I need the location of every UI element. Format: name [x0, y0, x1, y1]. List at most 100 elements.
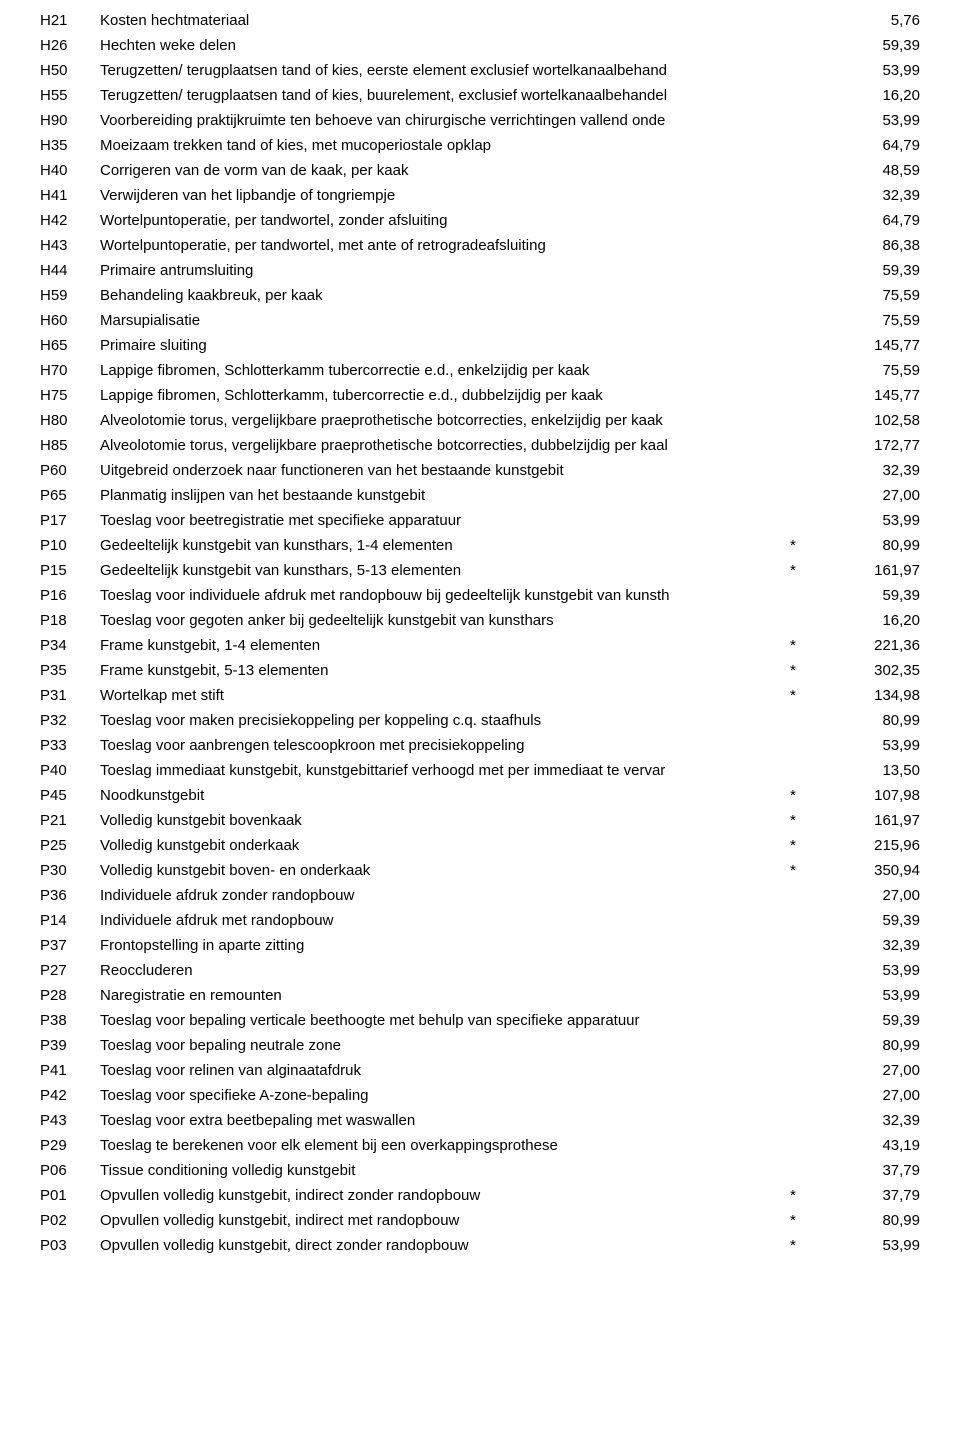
description-cell: Lappige fibromen, Schlotterkamm, tuberco… — [100, 387, 790, 404]
price-cell: 80,99 — [850, 1037, 920, 1054]
price-row: P17Toeslag voor beetregistratie met spec… — [40, 508, 920, 533]
code-cell: H26 — [40, 37, 100, 54]
description-cell: Wortelpuntoperatie, per tandwortel, met … — [100, 237, 790, 254]
price-row: P25Volledig kunstgebit onderkaak*215,96 — [40, 833, 920, 858]
code-cell: P10 — [40, 537, 100, 554]
price-row: P35Frame kunstgebit, 5-13 elementen*302,… — [40, 658, 920, 683]
code-cell: H80 — [40, 412, 100, 429]
star-cell: * — [790, 787, 850, 804]
price-cell: 172,77 — [850, 437, 920, 454]
code-cell: P21 — [40, 812, 100, 829]
price-cell: 59,39 — [850, 1012, 920, 1029]
description-cell: Wortelpuntoperatie, per tandwortel, zond… — [100, 212, 790, 229]
description-cell: Gedeeltelijk kunstgebit van kunsthars, 1… — [100, 537, 790, 554]
price-row: P01Opvullen volledig kunstgebit, indirec… — [40, 1183, 920, 1208]
description-cell: Reoccluderen — [100, 962, 790, 979]
price-row: H65Primaire sluiting145,77 — [40, 333, 920, 358]
description-cell: Planmatig inslijpen van het bestaande ku… — [100, 487, 790, 504]
price-row: H75Lappige fibromen, Schlotterkamm, tube… — [40, 383, 920, 408]
code-cell: P38 — [40, 1012, 100, 1029]
code-cell: P32 — [40, 712, 100, 729]
code-cell: P03 — [40, 1237, 100, 1254]
code-cell: H60 — [40, 312, 100, 329]
code-cell: H41 — [40, 187, 100, 204]
description-cell: Volledig kunstgebit onderkaak — [100, 837, 790, 854]
code-cell: H70 — [40, 362, 100, 379]
price-cell: 215,96 — [850, 837, 920, 854]
description-cell: Verwijderen van het lipbandje of tongrie… — [100, 187, 790, 204]
description-cell: Terugzetten/ terugplaatsen tand of kies,… — [100, 87, 790, 104]
star-cell: * — [790, 662, 850, 679]
price-row: H60Marsupialisatie75,59 — [40, 308, 920, 333]
description-cell: Voorbereiding praktijkruimte ten behoeve… — [100, 112, 790, 129]
code-cell: P37 — [40, 937, 100, 954]
description-cell: Alveolotomie torus, vergelijkbare praepr… — [100, 437, 790, 454]
description-cell: Uitgebreid onderzoek naar functioneren v… — [100, 462, 790, 479]
price-row: P40Toeslag immediaat kunstgebit, kunstge… — [40, 758, 920, 783]
price-row: P03Opvullen volledig kunstgebit, direct … — [40, 1233, 920, 1258]
code-cell: H35 — [40, 137, 100, 154]
price-cell: 5,76 — [850, 12, 920, 29]
description-cell: Toeslag immediaat kunstgebit, kunstgebit… — [100, 762, 790, 779]
description-cell: Individuele afdruk met randopbouw — [100, 912, 790, 929]
price-cell: 75,59 — [850, 362, 920, 379]
price-row: H44Primaire antrumsluiting59,39 — [40, 258, 920, 283]
price-row: P39Toeslag voor bepaling neutrale zone80… — [40, 1033, 920, 1058]
description-cell: Kosten hechtmateriaal — [100, 12, 790, 29]
code-cell: P16 — [40, 587, 100, 604]
code-cell: P27 — [40, 962, 100, 979]
price-cell: 37,79 — [850, 1162, 920, 1179]
code-cell: P30 — [40, 862, 100, 879]
description-cell: Toeslag voor specifieke A-zone-bepaling — [100, 1087, 790, 1104]
price-cell: 37,79 — [850, 1187, 920, 1204]
code-cell: P33 — [40, 737, 100, 754]
star-cell: * — [790, 837, 850, 854]
description-cell: Opvullen volledig kunstgebit, indirect m… — [100, 1212, 790, 1229]
price-cell: 350,94 — [850, 862, 920, 879]
price-cell: 59,39 — [850, 587, 920, 604]
code-cell: P31 — [40, 687, 100, 704]
code-cell: H59 — [40, 287, 100, 304]
price-cell: 107,98 — [850, 787, 920, 804]
price-row: P30Volledig kunstgebit boven- en onderka… — [40, 858, 920, 883]
price-row: H42Wortelpuntoperatie, per tandwortel, z… — [40, 208, 920, 233]
price-row: P14Individuele afdruk met randopbouw59,3… — [40, 908, 920, 933]
code-cell: P65 — [40, 487, 100, 504]
description-cell: Toeslag voor maken precisiekoppeling per… — [100, 712, 790, 729]
code-cell: H90 — [40, 112, 100, 129]
price-row: P21Volledig kunstgebit bovenkaak*161,97 — [40, 808, 920, 833]
description-cell: Toeslag voor relinen van alginaatafdruk — [100, 1062, 790, 1079]
description-cell: Primaire sluiting — [100, 337, 790, 354]
price-row: H80Alveolotomie torus, vergelijkbare pra… — [40, 408, 920, 433]
price-row: P06Tissue conditioning volledig kunstgeb… — [40, 1158, 920, 1183]
description-cell: Volledig kunstgebit boven- en onderkaak — [100, 862, 790, 879]
price-row: P31Wortelkap met stift*134,98 — [40, 683, 920, 708]
price-cell: 59,39 — [850, 262, 920, 279]
code-cell: P02 — [40, 1212, 100, 1229]
description-cell: Tissue conditioning volledig kunstgebit — [100, 1162, 790, 1179]
price-cell: 27,00 — [850, 1062, 920, 1079]
price-cell: 86,38 — [850, 237, 920, 254]
star-cell: * — [790, 1187, 850, 1204]
description-cell: Primaire antrumsluiting — [100, 262, 790, 279]
price-cell: 64,79 — [850, 212, 920, 229]
price-row: P45Noodkunstgebit*107,98 — [40, 783, 920, 808]
price-cell: 53,99 — [850, 62, 920, 79]
price-row: H50Terugzetten/ terugplaatsen tand of ki… — [40, 58, 920, 83]
price-row: P33Toeslag voor aanbrengen telescoopkroo… — [40, 733, 920, 758]
price-cell: 16,20 — [850, 87, 920, 104]
star-cell: * — [790, 687, 850, 704]
price-list-page: H21Kosten hechtmateriaal5,76H26Hechten w… — [0, 0, 960, 1282]
description-cell: Noodkunstgebit — [100, 787, 790, 804]
code-cell: H50 — [40, 62, 100, 79]
code-cell: P18 — [40, 612, 100, 629]
price-cell: 59,39 — [850, 37, 920, 54]
code-cell: P14 — [40, 912, 100, 929]
price-cell: 221,36 — [850, 637, 920, 654]
code-cell: P06 — [40, 1162, 100, 1179]
description-cell: Alveolotomie torus, vergelijkbare praepr… — [100, 412, 790, 429]
description-cell: Moeizaam trekken tand of kies, met mucop… — [100, 137, 790, 154]
price-cell: 53,99 — [850, 962, 920, 979]
price-cell: 32,39 — [850, 937, 920, 954]
code-cell: P60 — [40, 462, 100, 479]
